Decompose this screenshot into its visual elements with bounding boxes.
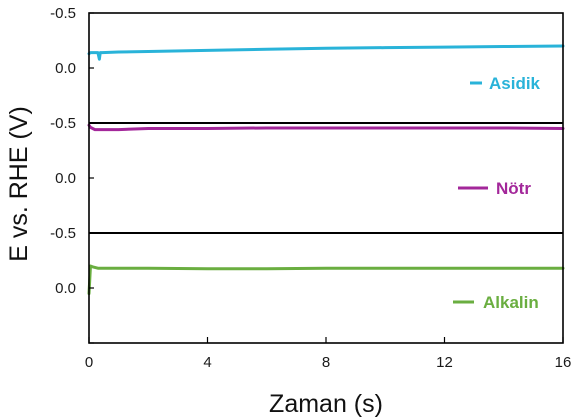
y-tick-label: 0.0: [55, 280, 76, 297]
panels-layer: -0.5 0.0 Asidik -0.5 0.0 Nötr -0.5 0.0 Alkalin: [50, 5, 565, 344]
x-tick-label: 16: [555, 354, 572, 371]
panel-asidik: -0.5 0.0 Asidik: [50, 5, 565, 124]
y-tick-label: -0.5: [50, 115, 76, 132]
panel-nötr: -0.5 0.0 Nötr: [50, 115, 565, 234]
x-tick-label: 8: [322, 354, 330, 371]
y-tick-label: 0.0: [55, 60, 76, 77]
x-axis: 0 4 8 12 16: [85, 337, 572, 371]
legend-label-alkalin: Alkalin: [483, 293, 539, 312]
series-line-nötr: [87, 123, 565, 132]
x-tick-label: 4: [203, 354, 211, 371]
legend-label-nötr: Nötr: [496, 179, 531, 198]
x-axis-title: Zaman (s): [269, 390, 383, 418]
series-line-asidik: [87, 44, 565, 61]
panel-alkalin: -0.5 0.0 Alkalin: [50, 225, 565, 344]
y-tick-label: -0.5: [50, 5, 76, 22]
x-tick-label: 12: [436, 354, 453, 371]
series-line-alkalin: [87, 264, 565, 295]
legend-label-asidik: Asidik: [489, 74, 541, 93]
y-tick-label: 0.0: [55, 170, 76, 187]
x-tick-label: 0: [85, 354, 93, 371]
y-axis-title: E vs. RHE (V): [5, 106, 33, 262]
y-tick-label: -0.5: [50, 225, 76, 242]
